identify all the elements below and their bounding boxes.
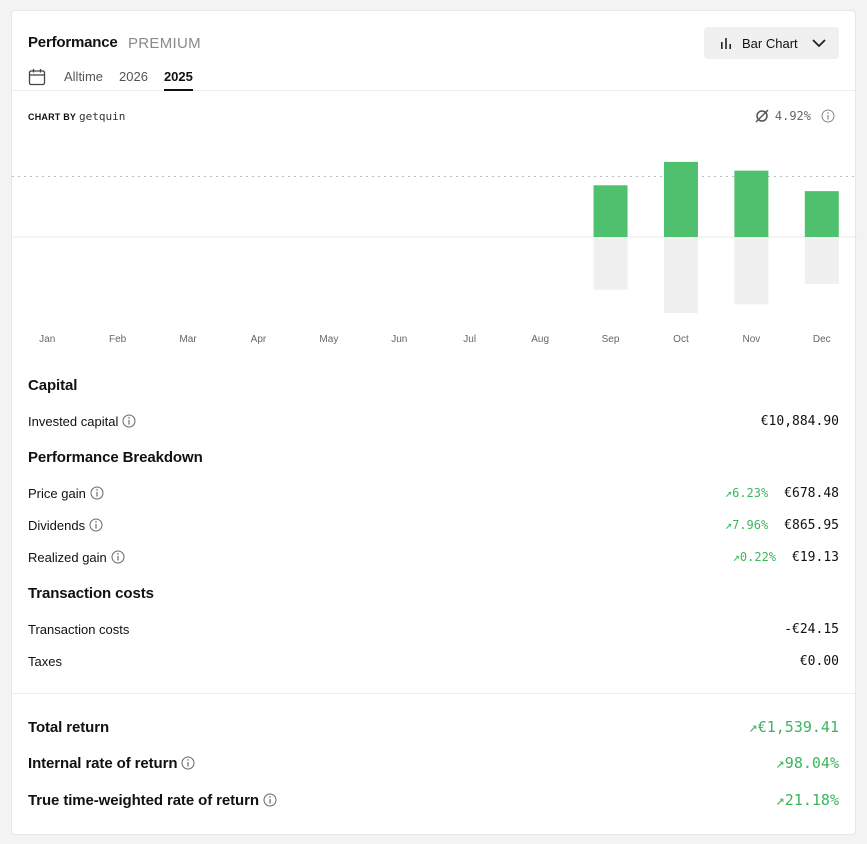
bar-nov-negative[interactable] — [734, 237, 769, 305]
list-item: Dividends ↗7.96% €865.95 — [28, 515, 839, 535]
info-icon[interactable] — [122, 414, 136, 428]
x-tick-label: Apr — [251, 334, 267, 345]
invested-capital-row: Invested capital €10,884.90 — [28, 411, 839, 431]
x-tick-label: May — [319, 334, 338, 345]
info-icon[interactable] — [263, 793, 277, 807]
bar-chart-icon — [721, 38, 731, 49]
x-tick-label: Nov — [742, 334, 760, 345]
price-gain-percent: ↗6.23% — [724, 486, 769, 500]
x-tick-label: Jul — [463, 334, 476, 345]
chart-by-label: CHART BY — [28, 112, 77, 122]
info-icon[interactable] — [821, 109, 835, 123]
taxes-value: €0.00 — [799, 653, 839, 669]
info-icon[interactable] — [90, 486, 104, 500]
bar-nov-positive[interactable] — [734, 170, 769, 237]
premium-badge: PREMIUM — [128, 35, 201, 52]
capital-title: Capital — [28, 377, 78, 394]
x-tick-label: Jan — [39, 334, 55, 345]
realized-gain-percent: ↗0.22% — [732, 550, 777, 564]
list-item: Price gain ↗6.23% €678.48 — [28, 483, 839, 503]
list-item: Realized gain ↗0.22% €19.13 — [28, 547, 839, 567]
dividends-percent: ↗7.96% — [724, 518, 769, 532]
irr-row: Internal rate of return ↗98.04% — [28, 752, 839, 774]
list-item: Transaction costs -€24.15 — [28, 619, 839, 639]
bar-oct-positive[interactable] — [663, 161, 698, 237]
info-icon[interactable] — [89, 518, 103, 532]
transaction-costs-label: Transaction costs — [28, 621, 130, 637]
taxes-label: Taxes — [28, 653, 62, 669]
card-header: Performance PREMIUM Bar Chart Alltime 20… — [12, 11, 855, 91]
performance-bar-chart: Jan Feb Mar Apr May Jun Jul Aug Sep Oct Nov Dec — [12, 161, 857, 345]
x-tick-label: Dec — [813, 334, 831, 345]
divider — [12, 693, 855, 694]
chart-type-label: Bar Chart — [742, 35, 798, 51]
irr-label: Internal rate of return — [28, 754, 178, 772]
x-tick-label: Sep — [602, 334, 620, 345]
price-gain-value: €678.48 — [784, 485, 839, 501]
tab-2025[interactable]: 2025 — [163, 67, 193, 91]
average-icon — [755, 109, 769, 123]
bar-sep-positive[interactable] — [593, 185, 628, 237]
bar-dec-negative[interactable] — [804, 237, 839, 284]
calendar-icon[interactable] — [28, 68, 46, 86]
total-return-row: Total return ↗€1,539.41 — [28, 716, 839, 738]
chevron-down-icon — [812, 39, 826, 48]
average-return: 4.92% — [755, 109, 841, 123]
performance-card: Performance PREMIUM Bar Chart Alltime 20… — [11, 10, 857, 835]
x-tick-label: Aug — [531, 334, 549, 345]
invested-capital-value: €10,884.90 — [760, 413, 839, 429]
total-return-value: ↗€1,539.41 — [748, 718, 839, 736]
page-title: Performance — [28, 34, 118, 51]
twrr-row: True time-weighted rate of return ↗21.18… — [28, 789, 839, 811]
realized-gain-label: Realized gain — [28, 549, 107, 565]
period-tabs: Alltime 2026 2025 — [28, 67, 209, 91]
x-tick-label: Mar — [179, 334, 197, 345]
bar-dec-positive[interactable] — [804, 191, 839, 237]
transaction-costs-title: Transaction costs — [28, 585, 154, 602]
chart-brand: getquin — [79, 110, 126, 123]
x-tick-label: Oct — [673, 334, 689, 345]
irr-value: ↗98.04% — [775, 754, 839, 772]
dividends-value: €865.95 — [784, 517, 839, 533]
info-icon[interactable] — [111, 550, 125, 564]
realized-gain-value: €19.13 — [792, 549, 839, 565]
x-tick-label: Jun — [391, 334, 407, 345]
tab-alltime[interactable]: Alltime — [64, 69, 104, 84]
tab-2026[interactable]: 2026 — [119, 69, 148, 84]
info-icon[interactable] — [181, 756, 195, 770]
twrr-label: True time-weighted rate of return — [28, 791, 259, 809]
bar-oct-negative[interactable] — [663, 237, 698, 314]
dividends-label: Dividends — [28, 517, 86, 533]
average-value: 4.92% — [774, 109, 811, 123]
bar-sep-negative[interactable] — [593, 237, 628, 290]
price-gain-label: Price gain — [28, 485, 86, 501]
transaction-costs-value: -€24.15 — [784, 621, 839, 637]
total-return-label: Total return — [28, 718, 110, 736]
chart-type-dropdown[interactable]: Bar Chart — [704, 27, 839, 59]
x-tick-label: Feb — [109, 334, 127, 345]
breakdown-title: Performance Breakdown — [28, 449, 203, 466]
list-item: Taxes €0.00 — [28, 651, 839, 671]
twrr-value: ↗21.18% — [775, 791, 839, 809]
invested-capital-label: Invested capital — [28, 413, 119, 429]
